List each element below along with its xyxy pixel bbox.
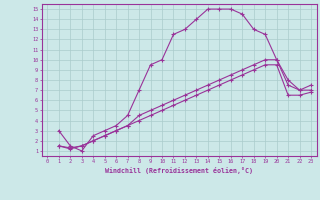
X-axis label: Windchill (Refroidissement éolien,°C): Windchill (Refroidissement éolien,°C) (105, 167, 253, 174)
